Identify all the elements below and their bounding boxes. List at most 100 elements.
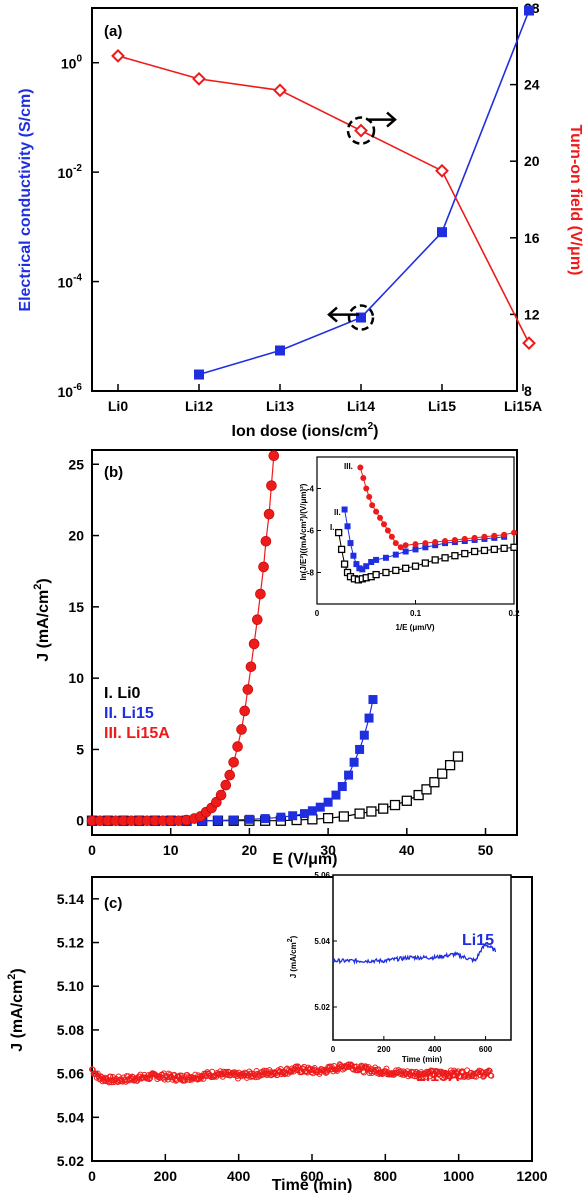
series-line — [92, 455, 275, 822]
series-point — [288, 811, 298, 821]
series-point — [364, 713, 374, 723]
panel-a-x-ticks: Li0 Li12 Li13 Li14 Li15 Li15A — [108, 384, 542, 414]
y-left-tick-exp: 0 — [76, 54, 82, 65]
inset-series-point — [337, 545, 346, 554]
x-tick-label: 1200 — [516, 1168, 547, 1184]
inset-series-point — [442, 538, 449, 544]
series-point — [344, 770, 354, 780]
inset-y-tick-label: 5.06 — [314, 871, 330, 880]
series-point — [251, 614, 263, 625]
y-left-tick-label: 10-6 — [58, 382, 83, 400]
series-point — [322, 813, 334, 824]
x-tick-label: 40 — [399, 842, 415, 858]
series-point-left — [194, 369, 204, 380]
inset-series-point — [500, 544, 508, 552]
inset-series-point — [369, 502, 376, 509]
panel-c-series — [89, 1061, 495, 1086]
x-tick-label: Li15 — [428, 398, 456, 414]
panel-c-inset-series — [332, 942, 497, 965]
series-point-right — [354, 123, 368, 138]
x-tick-label: 400 — [227, 1168, 251, 1184]
panel-c-inset-y-label: J (mA/cm2) — [287, 935, 298, 978]
inset-series-point — [388, 533, 395, 540]
y-right-tick-label: 24 — [524, 77, 540, 93]
series-point — [389, 799, 401, 811]
inset-x-tick-label: 400 — [428, 1045, 442, 1054]
x-tick-label: 0 — [88, 842, 96, 858]
panel-a-x-label-sup: 2 — [368, 421, 374, 432]
series-point — [260, 814, 270, 824]
inset-series-point — [501, 531, 508, 538]
series-point-right — [522, 336, 536, 351]
panel-c-ticks: 0 200 400 600 800 1000 1200 5.02 5.04 5.06 5.08 5.1… — [57, 891, 548, 1184]
series-point — [245, 661, 257, 673]
annotation-circle-right — [346, 116, 376, 145]
series-point-right — [435, 163, 449, 178]
inset-series-point — [421, 559, 430, 567]
inset-series-point — [402, 548, 409, 555]
panel-c-label: (c) — [104, 895, 122, 912]
panel-c-inset-frame — [332, 874, 512, 1041]
series-point — [338, 811, 350, 822]
y-tick-label: 0 — [76, 813, 84, 829]
inset-series-point — [392, 566, 400, 575]
series-point — [193, 1075, 200, 1082]
inset-series-point — [363, 563, 370, 570]
inset-series-point — [341, 506, 348, 513]
panel-b-plot-frame — [91, 449, 518, 836]
y-tick-label: 5 — [76, 741, 84, 757]
panel-c-y-label-sup: 2 — [6, 974, 18, 980]
y-tick-label: 5.06 — [57, 1066, 84, 1082]
panel-a-label: (a) — [104, 23, 122, 40]
panel-c-inset: 0 200 400 600 5.02 5.04 5.06 J (mA/cm2) Time (… — [287, 871, 512, 1064]
panel-c-x-label: Time (min) — [272, 1177, 353, 1193]
panel-a-plot-frame — [91, 7, 518, 392]
panel-c: (c) 0 200 400 600 800 1000 1200 5.02 5.04 5.06 5.0… — [6, 871, 548, 1193]
panel-b-inset-x-label: 1/E (μm/V) — [395, 623, 434, 632]
series-point — [444, 759, 456, 771]
panel-b-y-label-tail: ) — [35, 578, 52, 583]
inset-series-point — [451, 552, 459, 560]
inset-series-point — [353, 561, 360, 568]
inset-x-tick-label: 600 — [479, 1045, 493, 1054]
panel-b-x-label: E (V/μm) — [273, 851, 338, 868]
inset-series-point — [481, 533, 488, 540]
inset-x-tick-label: 200 — [377, 1045, 391, 1054]
inset-series-point — [401, 564, 410, 572]
panel-b-inset-series — [335, 464, 518, 584]
y-left-tick-label: 10-2 — [58, 163, 83, 181]
y-tick-label: 10 — [68, 670, 84, 686]
x-tick-label: 50 — [478, 842, 494, 858]
series-point — [294, 1063, 301, 1070]
y-tick-label: 5.04 — [57, 1109, 84, 1125]
series-point — [337, 782, 347, 792]
series-point — [323, 797, 333, 807]
series-line-right — [117, 55, 530, 344]
inset-y-tick-label: -6 — [307, 527, 315, 536]
y-left-tick-exp: -4 — [73, 273, 82, 284]
y-left-tick-base: 10 — [61, 56, 77, 72]
series-point — [276, 812, 286, 822]
series-point — [429, 777, 440, 788]
y-tick-label: 15 — [68, 599, 84, 615]
panel-b-legend: I. Li0 II. Li15 III. Li15A — [104, 685, 170, 742]
panel-b-inset-y-label: ln(J/E²)((mA/cm²)/(V/μm)²) — [299, 483, 308, 580]
inset-series-point — [340, 560, 349, 568]
inset-series-point — [384, 527, 391, 534]
panel-a-series — [111, 5, 536, 380]
panel-b-inset-ticks: 0 0.1 0.2 -8 -6 -4 — [307, 485, 520, 619]
inset-series-point — [392, 540, 399, 547]
inset-series-point — [350, 552, 357, 559]
series-point — [437, 768, 448, 779]
inset-series-point — [357, 464, 364, 471]
series-point — [266, 480, 277, 491]
series-point — [359, 730, 369, 740]
inset-series-point — [373, 508, 380, 515]
y-tick-label: 20 — [68, 528, 84, 544]
inset-series-label-i: I. — [330, 523, 334, 532]
series-point-right — [111, 48, 125, 63]
legend-li0: I. Li0 — [104, 685, 141, 702]
